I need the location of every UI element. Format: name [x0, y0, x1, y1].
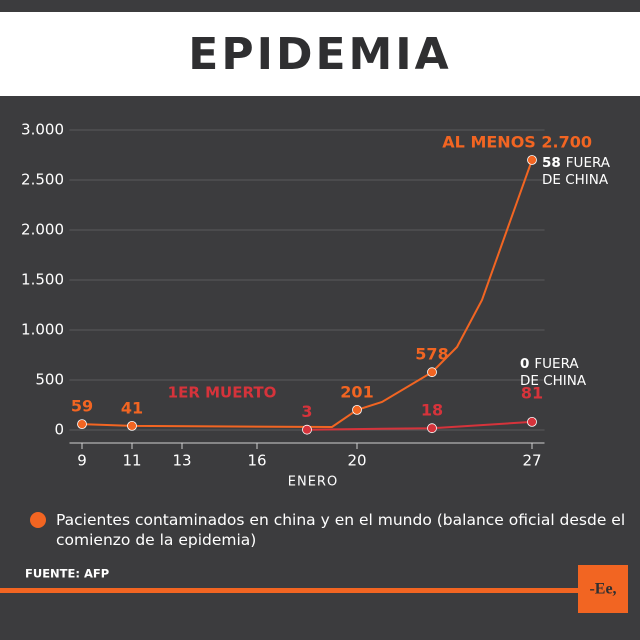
y-tick-label: 1.000 — [21, 321, 64, 339]
x-tick-label: 9 — [77, 452, 87, 470]
annotation: 0 FUERA — [520, 356, 579, 372]
data-label: 18 — [421, 401, 443, 420]
x-axis-label: ENERO — [288, 475, 338, 490]
annotation-number: 58 — [542, 155, 561, 171]
point — [127, 420, 137, 431]
point — [527, 416, 537, 427]
chart-title: EPIDEMIA — [188, 29, 451, 80]
logo-box — [578, 565, 628, 613]
logo: -Ee, — [589, 581, 616, 598]
x-tick-label: 16 — [247, 452, 266, 470]
data-label: 201 — [340, 382, 373, 401]
x-tick-label: 13 — [172, 452, 191, 470]
y-tick-label: 1.500 — [21, 271, 64, 289]
annotation-text: FUERA — [534, 356, 579, 372]
series-line — [306, 420, 533, 431]
y-tick-label: 3.000 — [21, 121, 64, 139]
point — [427, 423, 437, 434]
point — [77, 419, 87, 430]
point — [527, 155, 537, 165]
x-tick-label: 11 — [122, 452, 141, 470]
data-label: 578 — [415, 345, 448, 364]
point — [352, 404, 362, 415]
annotation-number: 0 — [520, 356, 529, 372]
legend-marker — [30, 512, 46, 528]
y-tick-label: 0 — [54, 421, 64, 439]
series-line — [81, 159, 533, 429]
x-tick-label: 20 — [347, 452, 366, 470]
x-tick-label: 27 — [522, 452, 541, 470]
annotation: 1ER MUERTO — [168, 384, 277, 402]
data-label: 3 — [301, 402, 312, 421]
point — [302, 424, 312, 435]
data-label: 41 — [121, 398, 143, 417]
y-tick-label: 500 — [35, 371, 64, 389]
title-band — [0, 12, 640, 96]
annotation-line2: DE CHINA — [542, 172, 609, 188]
annotation: 58 FUERA — [542, 155, 611, 171]
annotation-text: FUERA — [566, 155, 611, 171]
bottom-bar — [0, 588, 578, 593]
source: FUENTE: AFP — [25, 567, 109, 581]
y-tick-label: 2.000 — [21, 221, 64, 239]
data-label: 59 — [71, 397, 93, 416]
point — [427, 367, 437, 378]
data-label: AL MENOS 2.700 — [442, 133, 592, 152]
legend-text: Pacientes contaminados en china y en el … — [56, 511, 626, 549]
y-tick-label: 2.500 — [21, 171, 64, 189]
data-label: 81 — [521, 383, 543, 402]
annotation-line2: DE CHINA — [520, 373, 587, 389]
